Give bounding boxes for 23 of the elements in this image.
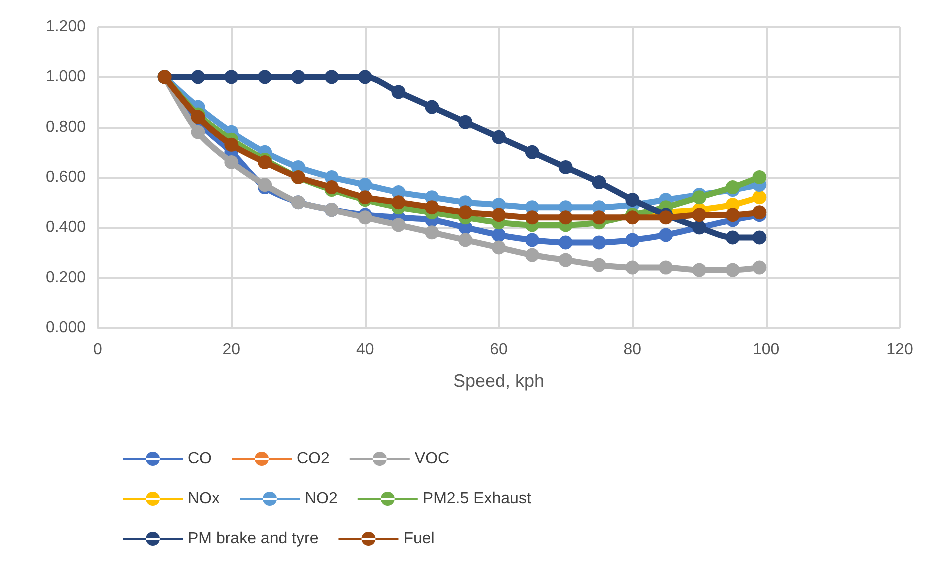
legend-label: NO2 (305, 490, 338, 508)
y-tick-label: 0.400 (46, 219, 86, 236)
legend-label: NOx (188, 490, 220, 508)
legend-label: PM brake and tyre (188, 530, 319, 548)
y-tick-label: 0.800 (46, 118, 86, 136)
x-tick-label: 0 (94, 342, 103, 358)
y-tick-label: 1.000 (46, 68, 86, 86)
y-tick-label: 0.600 (46, 169, 86, 186)
y-tick-label: 1.200 (46, 18, 86, 36)
x-tick-label: 80 (624, 342, 642, 358)
x-tick-label: 40 (356, 342, 374, 358)
x-axis-title: Speed, kph (453, 371, 545, 391)
x-tick-label: 100 (752, 342, 780, 358)
y-tick-label: 0.000 (46, 320, 86, 336)
x-tick-label: 60 (490, 342, 508, 358)
legend-label: PM2.5 Exhaust (422, 490, 532, 508)
legend-label: VOC (414, 450, 450, 468)
legend-label: CO2 (297, 450, 330, 468)
legend-label: Fuel (404, 530, 435, 548)
x-tick-label: 120 (886, 342, 914, 358)
legend-label: CO (188, 450, 212, 468)
x-tick-label: 20 (222, 342, 241, 358)
y-tick-label: 0.200 (46, 269, 86, 286)
